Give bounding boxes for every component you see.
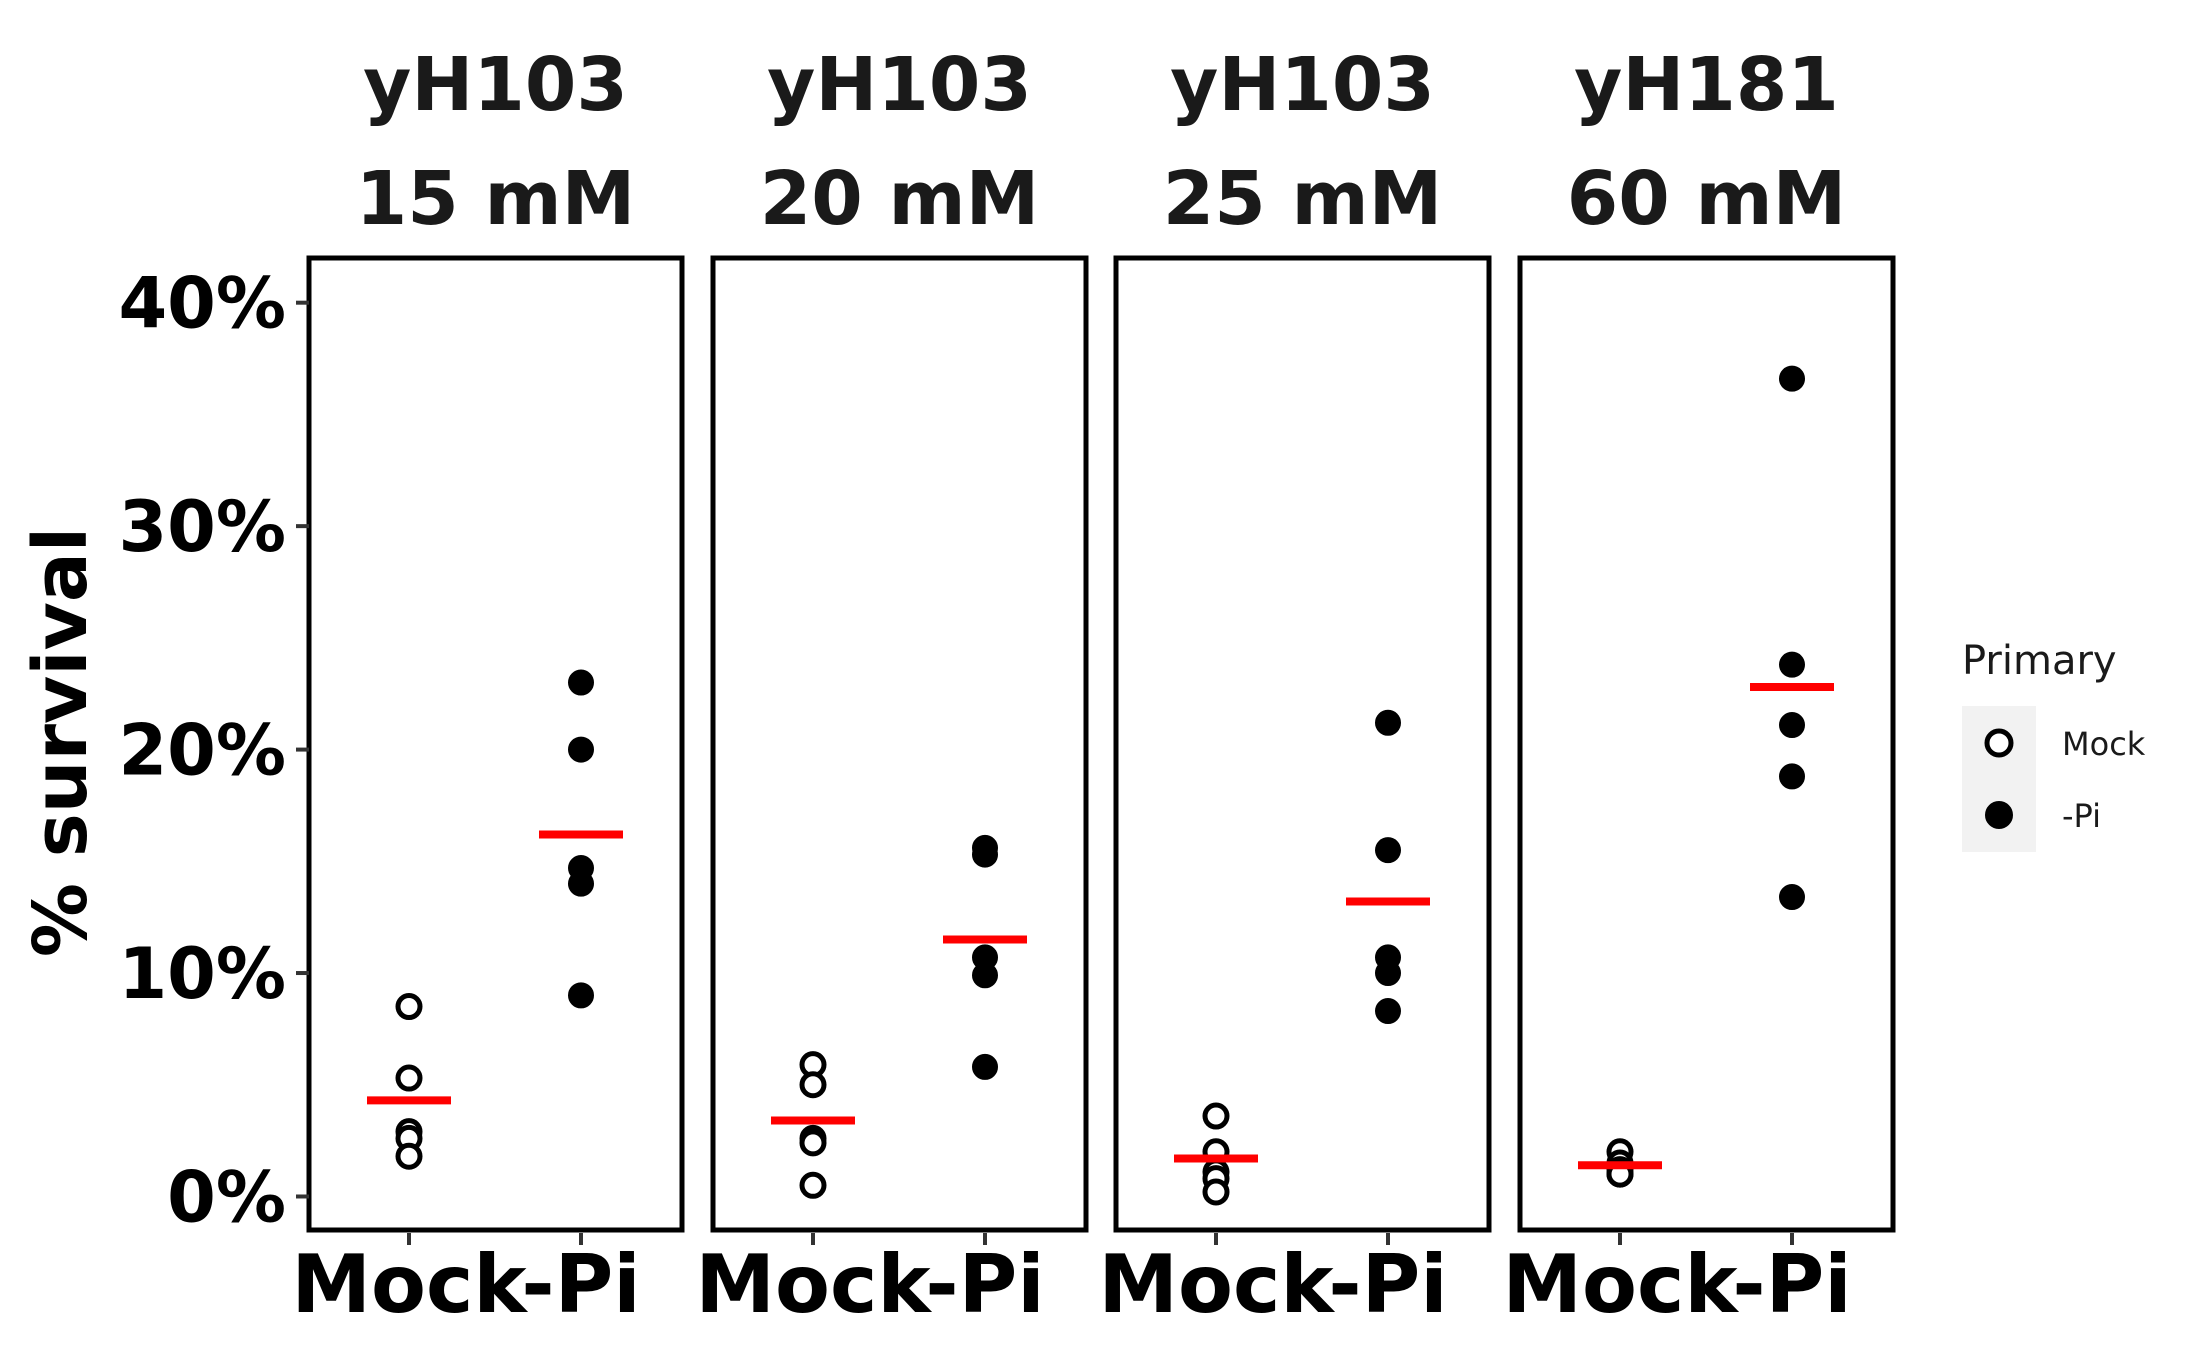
data-point-pi — [1375, 837, 1401, 864]
panel-1: yH103 15 mM Mock-Pi — [291, 42, 685, 1331]
legend: Primary Mock -Pi — [1962, 638, 2146, 852]
panel-2: yH103 20 mM Mock-Pi — [695, 42, 1089, 1331]
legend-key-pi-marker — [1985, 801, 2013, 829]
y-tick-label: 20% — [118, 710, 286, 792]
data-point-mock — [395, 993, 423, 1021]
panel-title-concentration: 25 mM — [1163, 156, 1443, 242]
panel-frame — [710, 255, 1089, 1233]
data-point-pi — [972, 841, 998, 868]
data-point-pi — [1779, 651, 1805, 678]
data-point-pi — [1779, 365, 1805, 392]
panel-title-strain: yH103 — [767, 42, 1032, 128]
panel-frame — [1113, 255, 1492, 1233]
panel-title-strain: yH103 — [363, 42, 628, 128]
y-tick-label: 30% — [118, 486, 286, 568]
panel-frame — [306, 255, 685, 1233]
data-point-mock — [1202, 1178, 1230, 1206]
panel-title-strain: yH103 — [1170, 42, 1435, 128]
panel-title-concentration: 60 mM — [1567, 156, 1847, 242]
legend-label-pi: -Pi — [2062, 797, 2101, 835]
legend-label-mock: Mock — [2062, 725, 2146, 763]
x-tick-label-mock: Mock — [1098, 1238, 1335, 1331]
data-point-pi — [1375, 960, 1401, 987]
y-axis: 0% 10% 20% 30% 40% — [118, 263, 309, 1238]
x-tick-label-mock: Mock — [695, 1238, 932, 1331]
panel-title-strain: yH181 — [1574, 42, 1839, 128]
data-point-pi — [1375, 998, 1401, 1025]
y-tick-label: 0% — [167, 1156, 286, 1238]
data-point-pi — [972, 962, 998, 989]
panel-title-concentration: 15 mM — [356, 156, 636, 242]
data-point-mock — [395, 1064, 423, 1092]
data-point-pi — [972, 1053, 998, 1080]
panel-title-concentration: 20 mM — [760, 156, 1040, 242]
data-point-pi — [1779, 763, 1805, 790]
panel-3: yH103 25 mM Mock-Pi — [1098, 42, 1492, 1331]
data-point-mock — [395, 1142, 423, 1170]
x-tick-label-mock: Mock — [1502, 1238, 1739, 1331]
data-point-pi — [1779, 712, 1805, 739]
data-point-pi — [568, 870, 594, 897]
x-tick-label-pi: -Pi — [521, 1238, 640, 1331]
panel-4: yH181 60 mM Mock-Pi — [1502, 42, 1896, 1331]
data-point-pi — [568, 982, 594, 1009]
y-axis-label: % survival — [18, 527, 104, 957]
data-point-pi — [568, 736, 594, 763]
legend-title: Primary — [1962, 638, 2117, 684]
y-tick-label: 40% — [118, 263, 286, 345]
legend-key-background — [1962, 706, 2036, 852]
x-tick-label-mock: Mock — [291, 1238, 528, 1331]
data-point-mock — [799, 1129, 827, 1157]
data-point-pi — [1779, 884, 1805, 911]
x-tick-label-pi: -Pi — [925, 1238, 1044, 1331]
data-point-mock — [1202, 1102, 1230, 1130]
data-point-mock — [799, 1071, 827, 1099]
panel-frame — [1517, 255, 1896, 1233]
data-point-pi — [1375, 709, 1401, 736]
legend-key-mock-marker — [1984, 728, 2014, 758]
y-tick-label: 10% — [118, 933, 286, 1015]
x-tick-label-pi: -Pi — [1732, 1238, 1851, 1331]
data-point-mock — [799, 1171, 827, 1199]
x-tick-label-pi: -Pi — [1328, 1238, 1447, 1331]
data-point-pi — [568, 669, 594, 696]
